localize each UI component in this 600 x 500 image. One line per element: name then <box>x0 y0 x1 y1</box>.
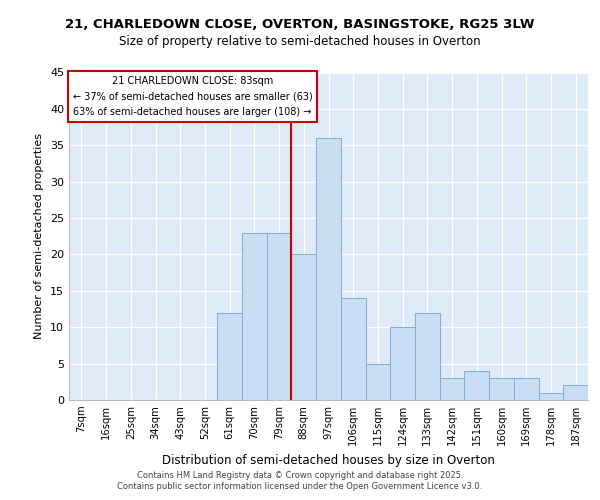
Bar <box>415 312 440 400</box>
Bar <box>514 378 539 400</box>
Text: 21, CHARLEDOWN CLOSE, OVERTON, BASINGSTOKE, RG25 3LW: 21, CHARLEDOWN CLOSE, OVERTON, BASINGSTO… <box>65 18 535 30</box>
Text: Contains public sector information licensed under the Open Government Licence v3: Contains public sector information licen… <box>118 482 482 491</box>
Bar <box>242 232 267 400</box>
Text: 21 CHARLEDOWN CLOSE: 83sqm
← 37% of semi-detached houses are smaller (63)
63% of: 21 CHARLEDOWN CLOSE: 83sqm ← 37% of semi… <box>73 76 313 118</box>
Y-axis label: Number of semi-detached properties: Number of semi-detached properties <box>34 133 44 339</box>
Text: Contains HM Land Registry data © Crown copyright and database right 2025.: Contains HM Land Registry data © Crown c… <box>137 471 463 480</box>
Bar <box>440 378 464 400</box>
Text: Size of property relative to semi-detached houses in Overton: Size of property relative to semi-detach… <box>119 35 481 48</box>
Bar <box>390 327 415 400</box>
Bar <box>563 386 588 400</box>
Bar <box>217 312 242 400</box>
X-axis label: Distribution of semi-detached houses by size in Overton: Distribution of semi-detached houses by … <box>162 454 495 466</box>
Bar <box>316 138 341 400</box>
Bar <box>292 254 316 400</box>
Bar <box>539 392 563 400</box>
Bar <box>267 232 292 400</box>
Bar <box>341 298 365 400</box>
Bar <box>365 364 390 400</box>
Bar <box>489 378 514 400</box>
Bar <box>464 371 489 400</box>
